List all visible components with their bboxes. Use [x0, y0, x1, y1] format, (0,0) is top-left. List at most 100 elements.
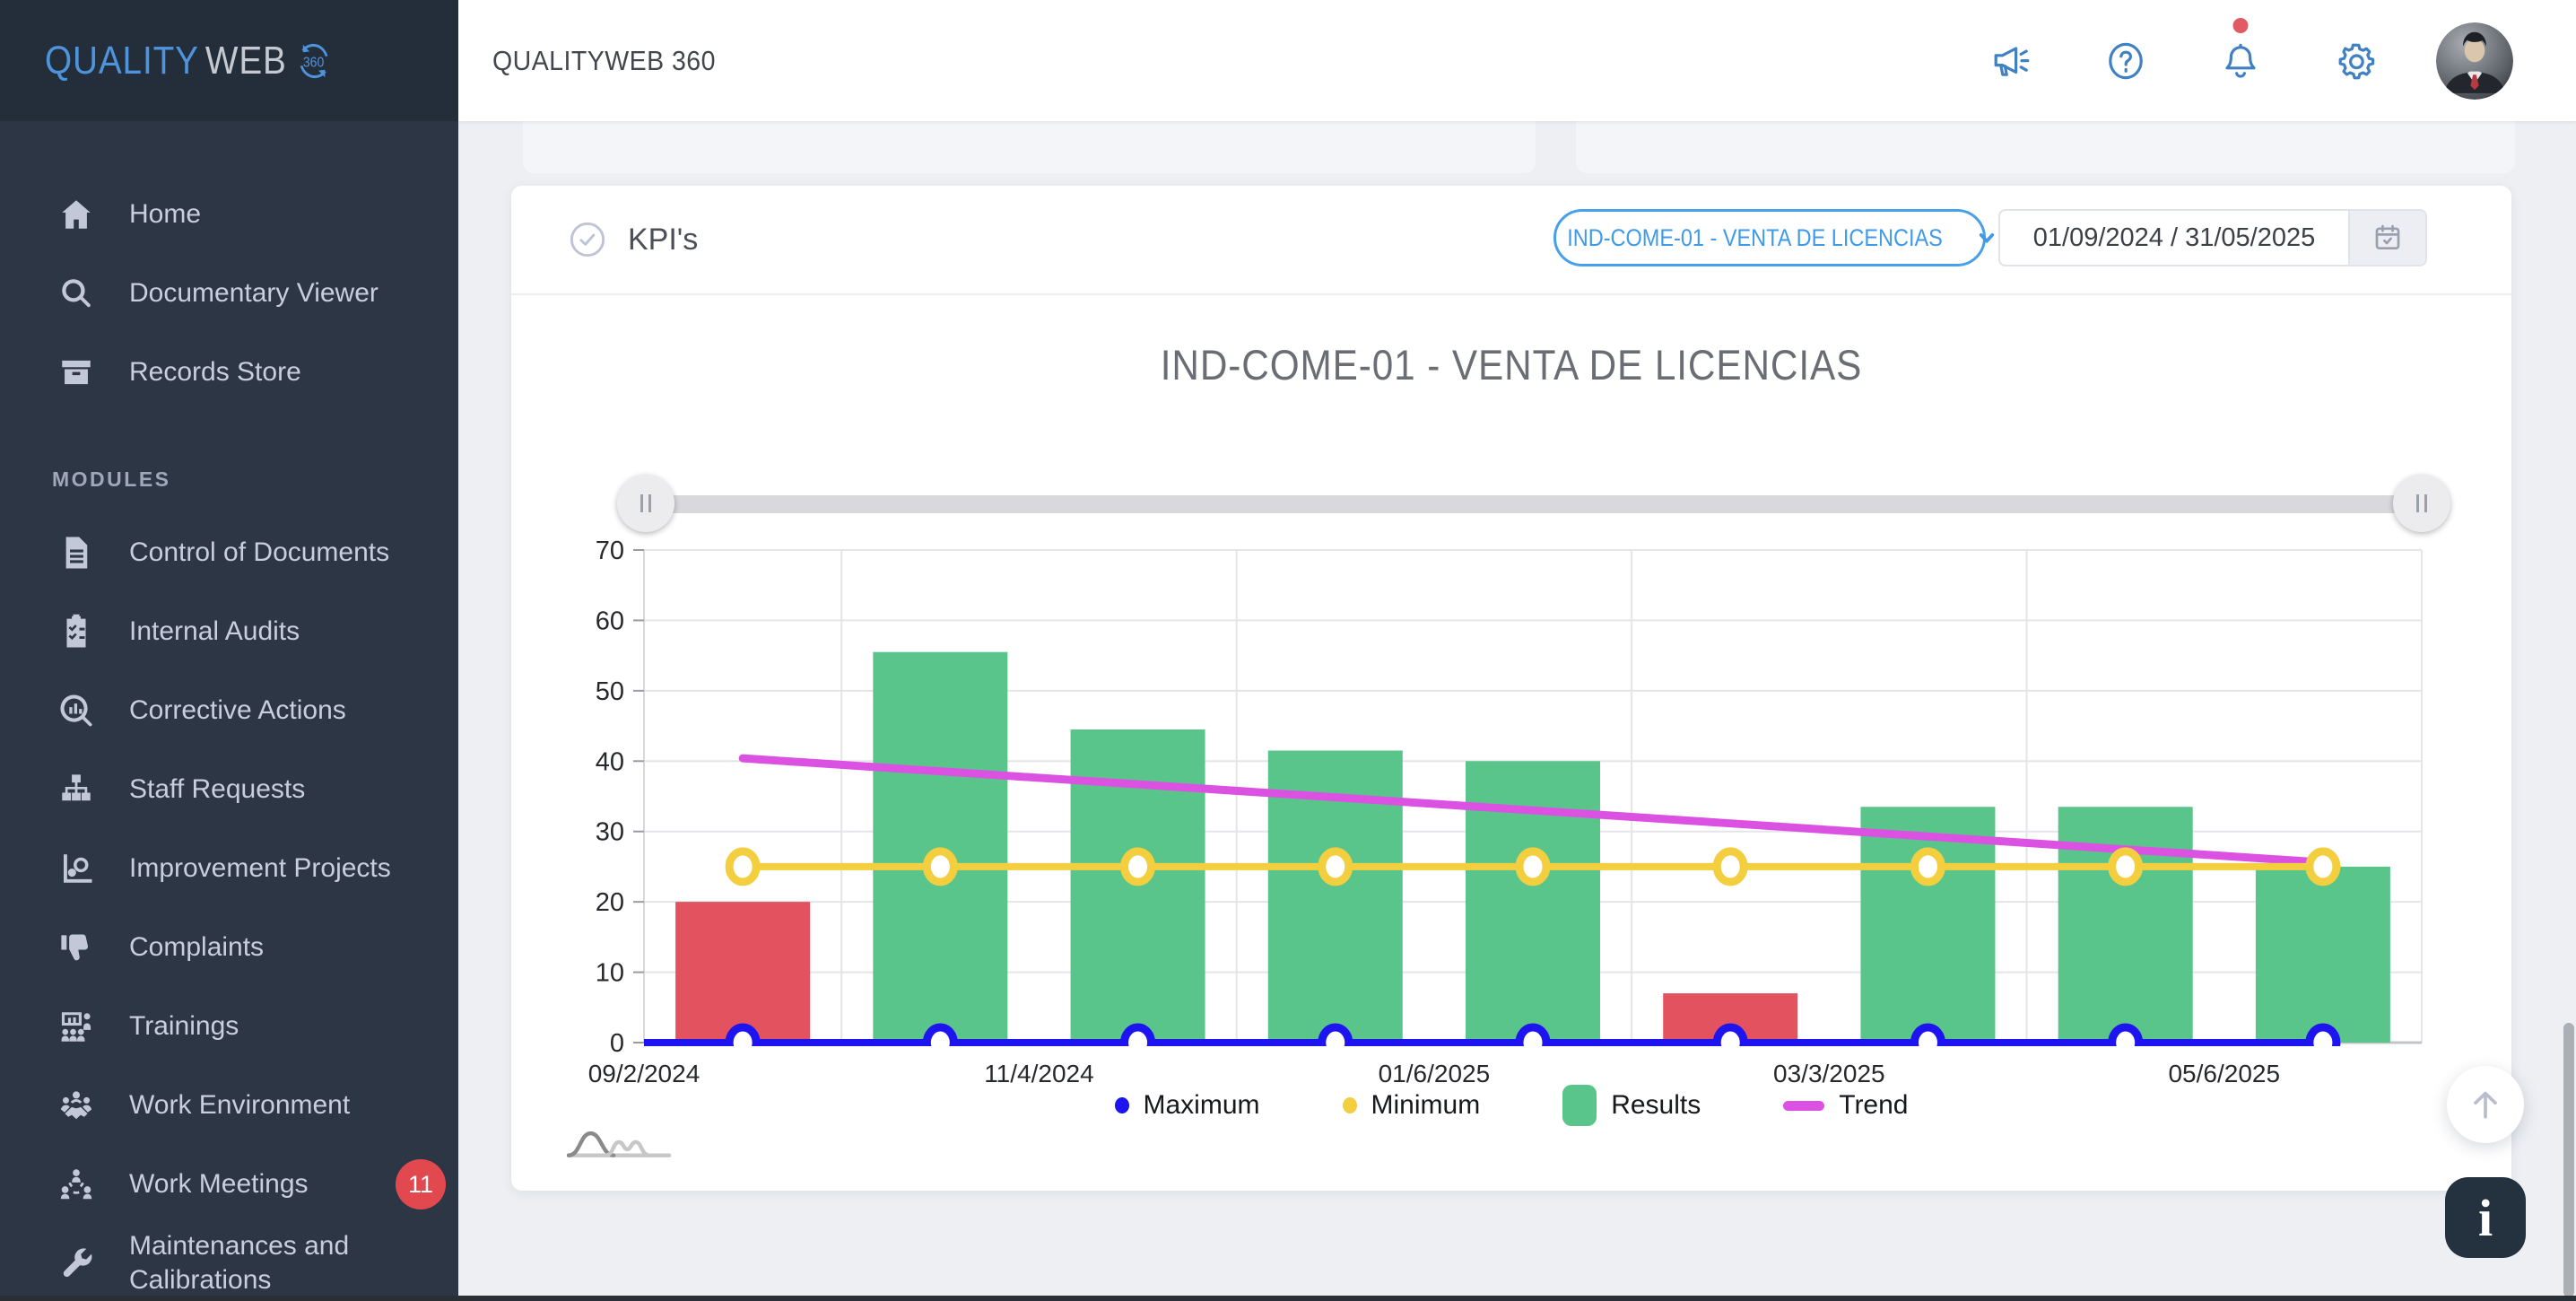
svg-text:0: 0	[610, 1029, 624, 1058]
avatar[interactable]	[2436, 22, 2513, 100]
gridlines-vertical	[840, 550, 2423, 1043]
sidebar-item-home[interactable]: Home	[0, 175, 458, 254]
help-icon[interactable]	[2104, 39, 2147, 83]
legend-marker-ring	[1114, 1097, 1129, 1113]
kpi-selector-dropdown[interactable]: IND-COME-01 - VENTA DE LICENCIAS	[1553, 209, 1994, 266]
sidebar-item-label: Corrective Actions	[129, 695, 346, 725]
check-circle-icon	[567, 219, 608, 260]
training-icon	[57, 1008, 95, 1045]
date-range-value: 01/09/2024 / 31/05/2025	[2032, 223, 2316, 252]
chart-title: IND-COME-01 - VENTA DE LICENCIAS	[1160, 341, 1863, 389]
header: QUALITYWEB 360	[458, 0, 2576, 121]
legend-item-minimum[interactable]: Minimum	[1342, 1090, 1481, 1121]
sidebar-item-control-of-documents[interactable]: Control of Documents	[0, 513, 458, 592]
sidebar-item-label: Complaints	[129, 932, 265, 962]
slider-track[interactable]	[646, 495, 2422, 513]
kpi-card-header: KPI's	[511, 186, 2511, 295]
home-icon	[57, 196, 95, 233]
vertical-scrollbar-thumb[interactable]	[2563, 1023, 2574, 1297]
sidebar-item-label: Control of Documents	[129, 537, 390, 567]
sidebar-item-label: Internal Audits	[129, 616, 300, 646]
sidebar-item-improvement-projects[interactable]: Improvement Projects	[0, 829, 458, 908]
svg-text:40: 40	[596, 747, 624, 776]
sidebar-item-label: Maintenances and Calibrations	[129, 1231, 350, 1295]
legend-marker-dash	[1783, 1100, 1825, 1111]
sidebar-top-group: Home Documentary Viewer Records Store	[0, 175, 458, 412]
x-axis-labels: 09/2/2024 11/4/2024 01/6/2025 03/3/2025 05/6…	[588, 1060, 2280, 1087]
scroll-to-top-button[interactable]	[2447, 1066, 2524, 1143]
thumbs-down-icon	[57, 929, 95, 966]
slider-handle-right[interactable]	[2393, 475, 2450, 532]
megaphone-icon[interactable]	[1989, 39, 2032, 83]
bell-icon[interactable]	[2219, 17, 2262, 83]
sidebar-item-corrective-actions[interactable]: Corrective Actions	[0, 671, 458, 750]
sidebar-item-documentary-viewer[interactable]: Documentary Viewer	[0, 254, 458, 333]
svg-text:30: 30	[596, 818, 624, 847]
sidebar-item-work-meetings[interactable]: Work Meetings 11	[0, 1145, 458, 1224]
legend-label: Minimum	[1371, 1090, 1481, 1120]
minimum-markers	[725, 847, 2341, 886]
settings-icon[interactable]	[2334, 39, 2377, 83]
sidebar-item-trainings[interactable]: Trainings	[0, 987, 458, 1066]
legend-label: Trend	[1839, 1090, 1909, 1120]
sidebar: QUALITY WEB 360 Home Documentary Viewer Rec…	[0, 0, 458, 1301]
legend-marker-square	[1562, 1085, 1597, 1126]
info-icon: i	[2477, 1188, 2493, 1247]
wave-watermark-icon	[567, 1131, 672, 1157]
sidebar-item-label: Staff Requests	[129, 774, 306, 804]
svg-text:03/3/2025: 03/3/2025	[1773, 1060, 1885, 1087]
svg-text:11/4/2024: 11/4/2024	[984, 1060, 1094, 1087]
sidebar-nav: Home Documentary Viewer Records Store MODU…	[0, 121, 458, 1301]
sidebar-modules-group: Control of Documents Internal Audits Corre…	[0, 513, 458, 1301]
trend-line	[738, 754, 2328, 867]
document-icon	[57, 534, 95, 572]
svg-text:05/6/2025: 05/6/2025	[2168, 1060, 2280, 1087]
svg-text:20: 20	[596, 888, 624, 917]
meeting-icon	[57, 1166, 95, 1203]
maximum-series	[644, 1023, 2341, 1046]
sidebar-item-internal-audits[interactable]: Internal Audits	[0, 592, 458, 671]
svg-text:09/2/2024: 09/2/2024	[588, 1060, 701, 1087]
sidebar-item-label: Records Store	[129, 357, 301, 387]
kpi-card-title: KPI's	[628, 222, 699, 257]
sidebar-item-label: Home	[129, 199, 202, 229]
chevron-down-icon	[1973, 224, 2000, 251]
notification-dot	[2232, 17, 2249, 33]
sidebar-item-label: Improvement Projects	[129, 853, 391, 883]
sidebar-item-records-store[interactable]: Records Store	[0, 333, 458, 412]
logo-text: QUALITY WEB 360	[45, 39, 335, 83]
org-chart-icon	[57, 771, 95, 808]
legend-item-trend[interactable]: Trend	[1783, 1090, 1909, 1121]
y-axis-labels: 0 10 20 30 40 50 60 70	[596, 537, 644, 1058]
sidebar-item-work-environment[interactable]: Work Environment	[0, 1066, 458, 1145]
svg-text:70: 70	[596, 537, 624, 565]
logo[interactable]: QUALITY WEB 360	[0, 0, 458, 121]
sidebar-item-maintenances-and-calibrations[interactable]: Maintenances and Calibrations	[0, 1224, 458, 1301]
chart-range-slider	[511, 475, 2511, 534]
info-button[interactable]: i	[2445, 1177, 2526, 1258]
wrench-icon	[57, 1244, 95, 1282]
legend-item-maximum[interactable]: Maximum	[1114, 1090, 1260, 1121]
kpi-card: KPI's IND-COME-01 - VENTA DE LICENCIAS 0…	[511, 186, 2511, 1191]
svg-text:10: 10	[596, 959, 624, 988]
notification-badge: 11	[396, 1159, 446, 1209]
sidebar-item-complaints[interactable]: Complaints	[0, 908, 458, 987]
calendar-button[interactable]	[2348, 211, 2425, 265]
date-range-input[interactable]: 01/09/2024 / 31/05/2025	[1998, 209, 2427, 266]
kpi-selector-value: IND-COME-01 - VENTA DE LICENCIAS	[1567, 223, 1944, 251]
work-environment-icon	[57, 1087, 95, 1124]
archive-icon	[57, 354, 95, 391]
sidebar-item-label: Work Meetings	[129, 1169, 309, 1199]
sidebar-item-staff-requests[interactable]: Staff Requests	[0, 750, 458, 829]
clipboard-check-icon	[57, 613, 95, 650]
calendar-icon	[2375, 224, 2400, 250]
previous-card-bottom-left	[523, 121, 1536, 173]
header-icons	[1918, 17, 2377, 83]
legend-marker-ring	[1342, 1097, 1357, 1113]
logo-360-icon: 360	[300, 43, 327, 78]
sidebar-item-label: Trainings	[129, 1011, 239, 1041]
legend-label: Results	[1611, 1090, 1701, 1120]
legend-item-results[interactable]: Results	[1562, 1085, 1701, 1126]
slider-handle-left[interactable]	[617, 475, 674, 532]
